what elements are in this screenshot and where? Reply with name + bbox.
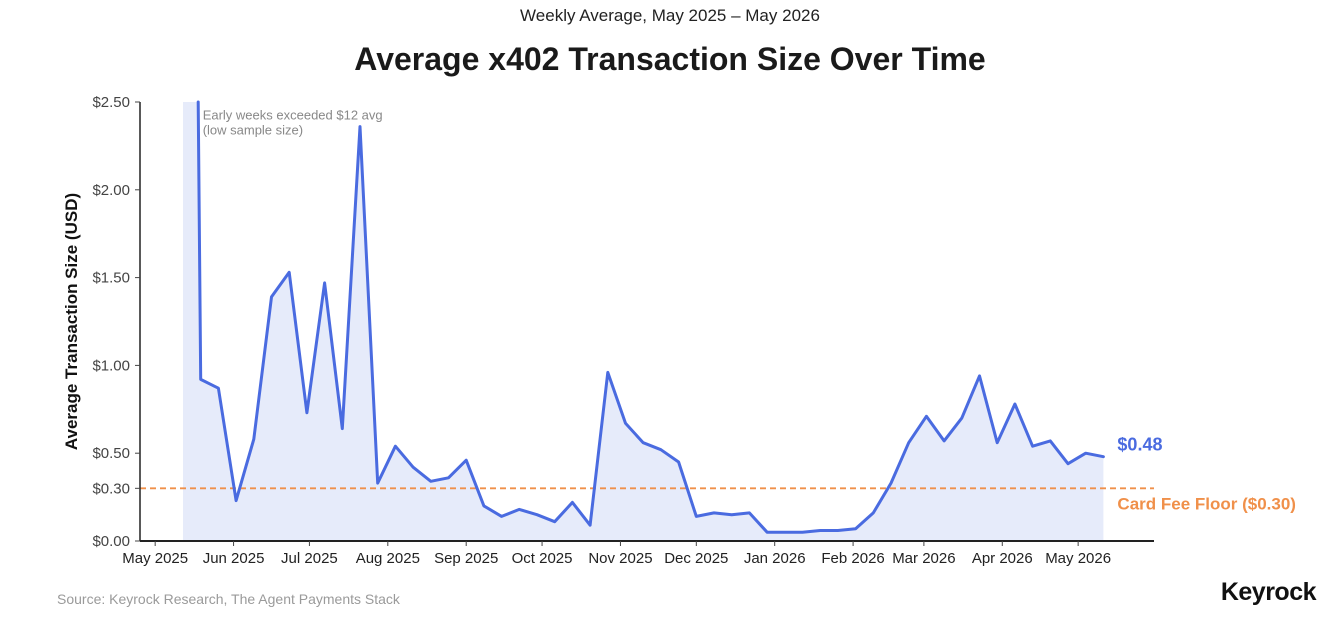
chart-subtitle: Weekly Average, May 2025 – May 2026 <box>520 6 820 25</box>
chart-title: Average x402 Transaction Size Over Time <box>354 41 986 77</box>
y-tick-label: $0.00 <box>92 533 130 550</box>
y-tick-label: $0.30 <box>92 480 130 497</box>
x-tick-label: Mar 2026 <box>892 550 955 567</box>
x-tick-label: Feb 2026 <box>821 550 884 567</box>
x-tick-label: Sep 2025 <box>434 550 498 567</box>
y-axis-title: Average Transaction Size (USD) <box>62 193 81 450</box>
x-tick-label: May 2026 <box>1045 550 1111 567</box>
x-tick-label: Jun 2025 <box>203 550 265 567</box>
y-tick-label: $0.50 <box>92 445 130 462</box>
x-tick-label: Dec 2025 <box>664 550 728 567</box>
x-tick-label: Jan 2026 <box>744 550 806 567</box>
x-tick-label: May 2025 <box>122 550 188 567</box>
series-area-fill <box>182 102 1104 541</box>
x-tick-label: Apr 2026 <box>972 550 1033 567</box>
annotation-text: (low sample size) <box>203 123 303 138</box>
y-tick-label: $1.00 <box>92 357 130 374</box>
x-tick-label: Nov 2025 <box>588 550 652 567</box>
x-tick-label: Oct 2025 <box>512 550 573 567</box>
end-value-label: $0.48 <box>1117 435 1162 455</box>
y-tick-label: $2.00 <box>92 182 130 199</box>
annotation-text: Early weeks exceeded $12 avg <box>203 108 383 123</box>
x-tick-label: Jul 2025 <box>281 550 338 567</box>
x-tick-label: Aug 2025 <box>356 550 420 567</box>
series-line <box>196 100 1105 534</box>
y-tick-label: $2.50 <box>92 94 130 111</box>
y-tick-label: $1.50 <box>92 270 130 287</box>
card-fee-floor-label: Card Fee Floor ($0.30) <box>1117 494 1296 513</box>
source-note: Source: Keyrock Research, The Agent Paym… <box>57 591 400 607</box>
brand-logo: Keyrock <box>1220 578 1317 606</box>
